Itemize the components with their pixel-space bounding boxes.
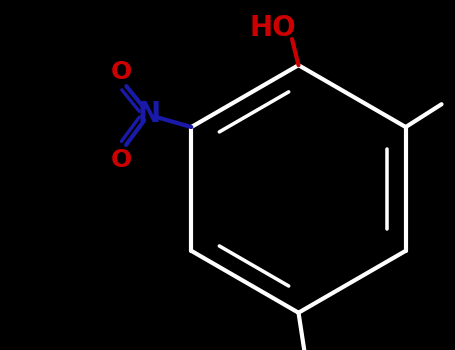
Text: O: O [111,148,132,172]
Text: HO: HO [249,14,296,42]
Text: N: N [137,100,161,128]
Text: O: O [111,60,132,84]
